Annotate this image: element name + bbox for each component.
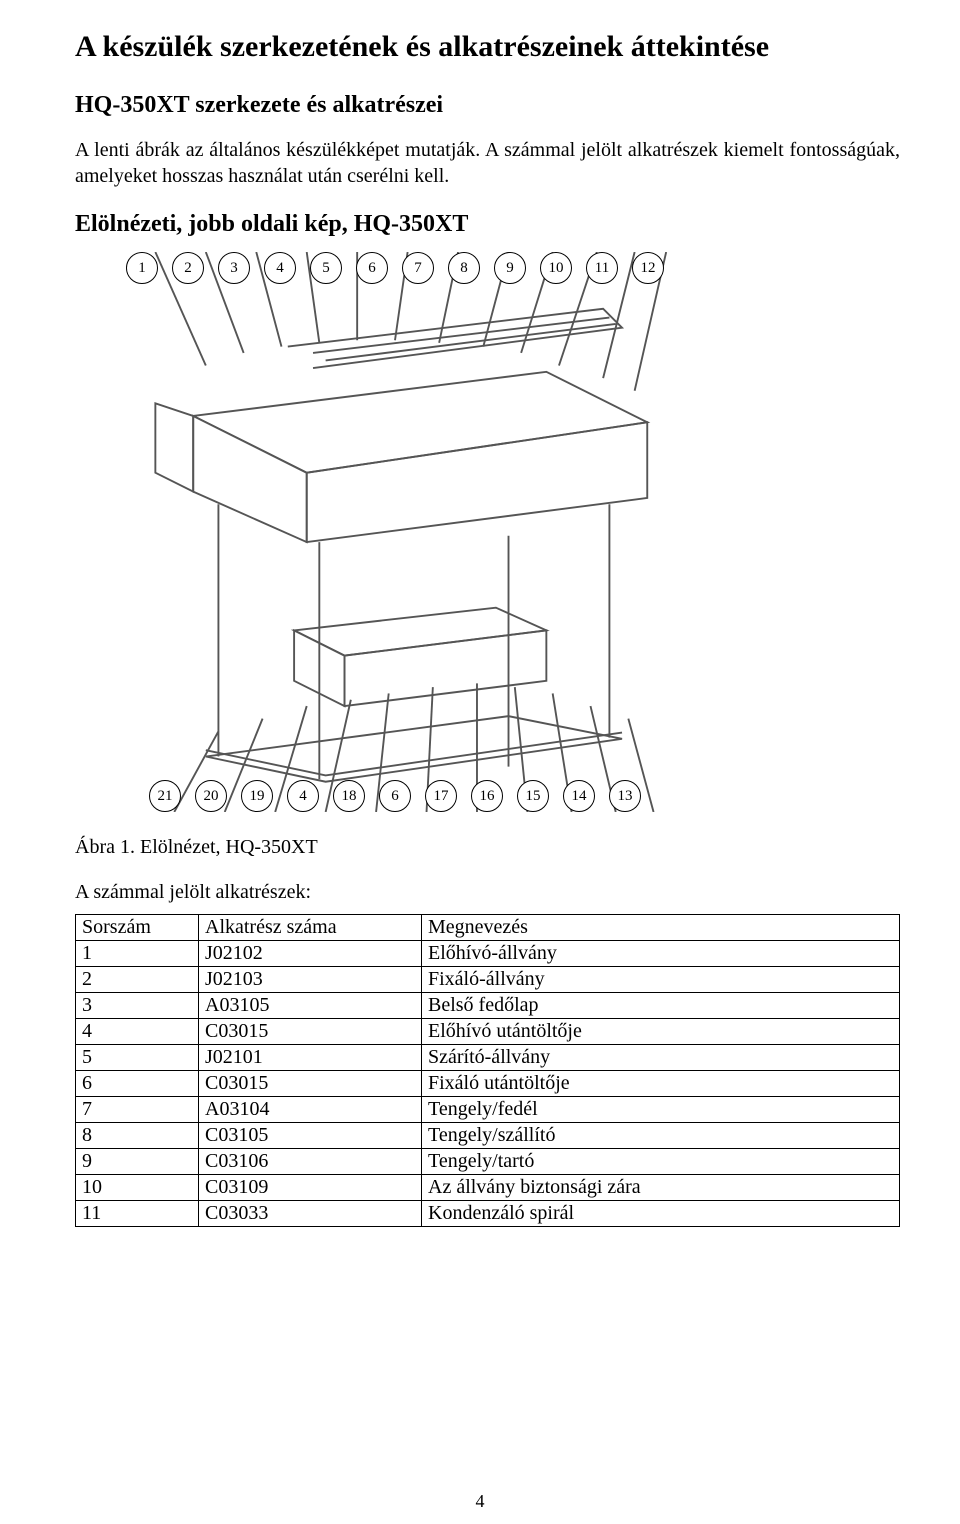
cell-part: C03015: [199, 1071, 422, 1097]
cell-desc: Fixáló utántöltője: [422, 1071, 900, 1097]
table-row: 3 A03105 Belső fedőlap: [76, 993, 900, 1019]
callout: 10: [540, 252, 572, 284]
cell-desc: Fixáló-állvány: [422, 967, 900, 993]
table-row: 10 C03109 Az állvány biztonsági zára: [76, 1175, 900, 1201]
page-number: 4: [0, 1491, 960, 1512]
cell-desc: Előhívó utántöltője: [422, 1019, 900, 1045]
table-row: 1 J02102 Előhívó-állvány: [76, 941, 900, 967]
parts-table: Sorszám Alkatrész száma Megnevezés 1 J02…: [75, 914, 900, 1227]
cell-desc: Tengely/szállító: [422, 1123, 900, 1149]
cell-desc: Belső fedőlap: [422, 993, 900, 1019]
callout: 4: [264, 252, 296, 284]
col-header-number: Sorszám: [76, 915, 199, 941]
cell-desc: Kondenzáló spirál: [422, 1201, 900, 1227]
callout: 19: [241, 780, 273, 812]
callout: 21: [149, 780, 181, 812]
callout: 2: [172, 252, 204, 284]
col-header-partcode: Alkatrész száma: [199, 915, 422, 941]
cell-desc: Tengely/fedél: [422, 1097, 900, 1123]
cell-part: C03105: [199, 1123, 422, 1149]
callout: 9: [494, 252, 526, 284]
diagram-heading: Elölnézeti, jobb oldali kép, HQ-350XT: [75, 211, 900, 238]
table-header-row: Sorszám Alkatrész száma Megnevezés: [76, 915, 900, 941]
cell-num: 5: [76, 1045, 199, 1071]
cell-num: 9: [76, 1149, 199, 1175]
cell-part: J02101: [199, 1045, 422, 1071]
callout: 4: [287, 780, 319, 812]
cell-num: 11: [76, 1201, 199, 1227]
callout: 15: [517, 780, 549, 812]
callout: 1: [126, 252, 158, 284]
cell-desc: Szárító-állvány: [422, 1045, 900, 1071]
cell-num: 2: [76, 967, 199, 993]
callout: 12: [632, 252, 664, 284]
cell-part: C03033: [199, 1201, 422, 1227]
callout: 17: [425, 780, 457, 812]
table-row: 6 C03015 Fixáló utántöltője: [76, 1071, 900, 1097]
figure-caption: Ábra 1. Elölnézet, HQ-350XT: [75, 836, 900, 859]
table-row: 4 C03015 Előhívó utántöltője: [76, 1019, 900, 1045]
cell-part: C03015: [199, 1019, 422, 1045]
callout: 11: [586, 252, 618, 284]
cell-part: A03105: [199, 993, 422, 1019]
callout: 14: [563, 780, 595, 812]
cell-part: C03109: [199, 1175, 422, 1201]
table-row: 7 A03104 Tengely/fedél: [76, 1097, 900, 1123]
table-row: 11 C03033 Kondenzáló spirál: [76, 1201, 900, 1227]
callouts-top: 1 2 3 4 5 6 7 8 9 10 11 12: [75, 252, 715, 284]
device-line-drawing: [75, 252, 715, 812]
cell-num: 8: [76, 1123, 199, 1149]
cell-part: A03104: [199, 1097, 422, 1123]
callout: 20: [195, 780, 227, 812]
section-subtitle: HQ-350XT szerkezete és alkatrészei: [75, 92, 900, 119]
cell-part: J02102: [199, 941, 422, 967]
cell-part: J02103: [199, 967, 422, 993]
cell-desc: Tengely/tartó: [422, 1149, 900, 1175]
cell-desc: Előhívó-állvány: [422, 941, 900, 967]
cell-num: 10: [76, 1175, 199, 1201]
callout: 6: [379, 780, 411, 812]
callout: 3: [218, 252, 250, 284]
col-header-name: Megnevezés: [422, 915, 900, 941]
callout: 5: [310, 252, 342, 284]
cell-part: C03106: [199, 1149, 422, 1175]
cell-num: 1: [76, 941, 199, 967]
callout: 13: [609, 780, 641, 812]
table-row: 8 C03105 Tengely/szállító: [76, 1123, 900, 1149]
parts-table-body: 1 J02102 Előhívó-állvány 2 J02103 Fixáló…: [76, 941, 900, 1227]
callout: 6: [356, 252, 388, 284]
document-page: A készülék szerkezetének és alkatrészein…: [0, 0, 960, 1524]
callout: 18: [333, 780, 365, 812]
table-row: 5 J02101 Szárító-állvány: [76, 1045, 900, 1071]
table-row: 9 C03106 Tengely/tartó: [76, 1149, 900, 1175]
page-title: A készülék szerkezetének és alkatrészein…: [75, 30, 900, 64]
device-diagram: 1 2 3 4 5 6 7 8 9 10 11 12: [75, 252, 715, 812]
diagram-container: 1 2 3 4 5 6 7 8 9 10 11 12: [75, 252, 900, 812]
cell-num: 7: [76, 1097, 199, 1123]
cell-num: 3: [76, 993, 199, 1019]
parts-list-heading: A számmal jelölt alkatrészek:: [75, 881, 900, 904]
cell-desc: Az állvány biztonsági zára: [422, 1175, 900, 1201]
cell-num: 6: [76, 1071, 199, 1097]
intro-paragraph: A lenti ábrák az általános készülékképet…: [75, 137, 900, 189]
callout: 7: [402, 252, 434, 284]
callout: 16: [471, 780, 503, 812]
callouts-bottom: 21 20 19 4 18 6 17 16 15 14 13: [75, 780, 715, 812]
callout: 8: [448, 252, 480, 284]
cell-num: 4: [76, 1019, 199, 1045]
table-row: 2 J02103 Fixáló-állvány: [76, 967, 900, 993]
